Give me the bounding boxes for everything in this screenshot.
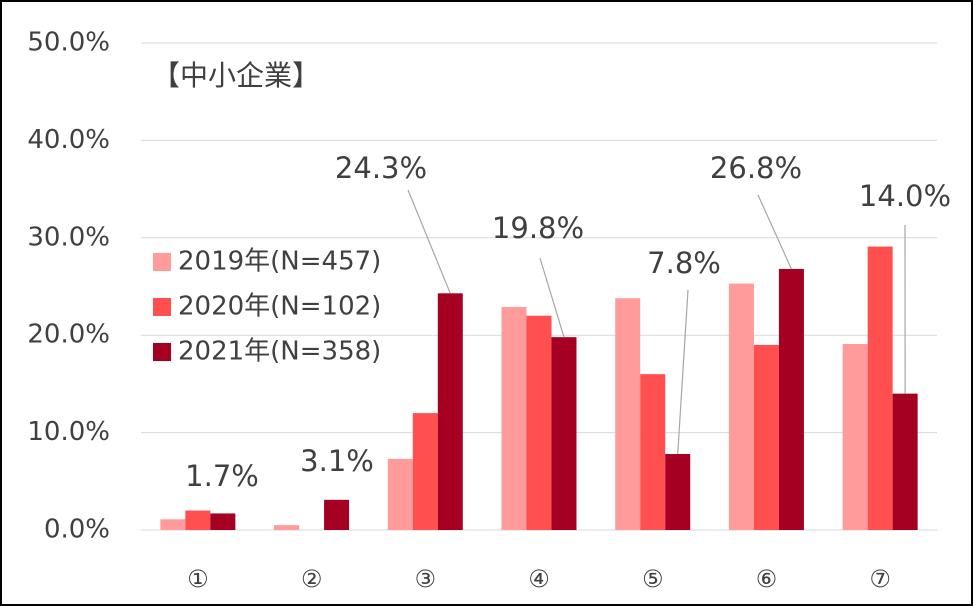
bar	[753, 344, 779, 530]
data-label: 24.3%	[335, 151, 427, 185]
legend-label: 2021年(N=358)	[178, 337, 381, 367]
bar	[437, 293, 463, 530]
x-tick-label: ①	[187, 565, 209, 593]
data-label: 26.8%	[710, 151, 802, 185]
bar	[274, 525, 300, 530]
legend-label: 2020年(N=102)	[178, 292, 381, 322]
leader-line	[407, 189, 451, 294]
bar	[665, 454, 691, 530]
x-tick-label: ④	[528, 565, 550, 593]
data-label: 19.8%	[492, 211, 584, 245]
bar	[640, 374, 666, 530]
bar	[387, 458, 413, 530]
x-tick-label: ②	[301, 565, 323, 593]
y-tick-label: 10.0%	[27, 417, 110, 447]
bar	[501, 306, 527, 530]
x-tick-label: ⑥	[756, 565, 778, 593]
bar	[615, 298, 641, 530]
bar	[324, 499, 350, 530]
bar	[160, 519, 186, 530]
legend-swatch	[153, 298, 171, 316]
x-tick-label: ③	[415, 565, 437, 593]
y-tick-label: 30.0%	[27, 222, 110, 252]
x-tick-label: ⑦	[869, 565, 891, 593]
bar	[185, 510, 211, 530]
bar	[728, 283, 754, 530]
legend-swatch	[153, 343, 171, 361]
bar	[842, 343, 868, 530]
x-tick-label: ⑤	[642, 565, 664, 593]
bar	[412, 413, 438, 530]
bar	[526, 315, 552, 530]
data-label: 1.7%	[185, 459, 259, 493]
y-tick-label: 50.0%	[27, 28, 110, 58]
data-label: 7.8%	[647, 246, 721, 280]
leader-line	[757, 194, 792, 270]
bar	[551, 337, 577, 530]
y-tick-label: 0.0%	[44, 515, 110, 545]
bar	[778, 268, 804, 530]
bar	[892, 393, 918, 530]
leader-line	[539, 257, 565, 338]
bar	[210, 513, 236, 530]
data-label: 14.0%	[859, 179, 951, 213]
data-label: 3.1%	[300, 444, 374, 478]
leader-line	[677, 289, 689, 455]
legend-swatch	[153, 253, 171, 271]
legend-label: 2019年(N=457)	[178, 247, 381, 277]
y-tick-label: 20.0%	[27, 320, 110, 350]
bar	[867, 246, 893, 531]
chart-title: 【中小企業】	[152, 59, 320, 92]
y-tick-label: 40.0%	[27, 125, 110, 155]
